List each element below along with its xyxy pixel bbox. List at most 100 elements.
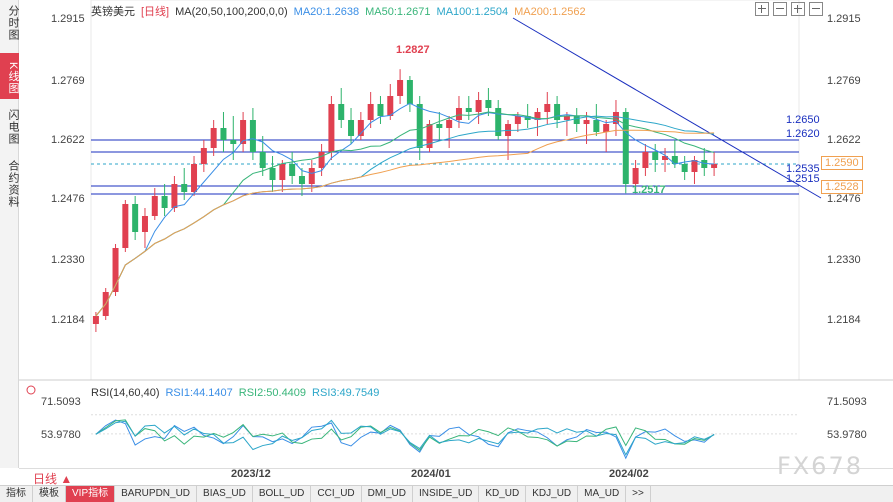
- rsi-legend: RSI(14,60,40) RSI1:44.1407 RSI2:50.4409 RSI…: [91, 387, 385, 399]
- rsi-axis-tick: 71.5093: [41, 396, 81, 408]
- candle-body: [318, 152, 325, 168]
- candle-body: [612, 112, 619, 124]
- candle-body: [298, 176, 305, 184]
- price-chart[interactable]: [19, 0, 893, 468]
- candle-body: [495, 108, 502, 136]
- resistance-1620-label: 1.2620: [786, 128, 820, 140]
- candle-body: [181, 184, 188, 192]
- tab-boll[interactable]: BOLL_UD: [253, 486, 312, 502]
- candle-body: [593, 120, 600, 132]
- tab-indicators[interactable]: 指标: [0, 486, 33, 502]
- candle-body: [122, 204, 129, 248]
- candle-body: [308, 168, 315, 184]
- period-tag[interactable]: [日线]: [141, 6, 170, 18]
- candle-body: [387, 96, 394, 116]
- ma100-value: MA100:1.2504: [436, 6, 509, 18]
- left-axis-tick: 1.2769: [51, 75, 85, 87]
- tab-ma[interactable]: MA_UD: [578, 486, 627, 502]
- tab-kd[interactable]: KD_UD: [479, 486, 527, 502]
- candle-body: [485, 100, 492, 108]
- candle-body: [544, 104, 551, 112]
- zoom-out-icon[interactable]: [773, 2, 787, 16]
- candle-body: [338, 104, 345, 120]
- candle-body: [563, 116, 570, 120]
- symbol-name: 英镑美元: [91, 6, 135, 18]
- ma-price-tag: 1.2528: [821, 180, 863, 194]
- candle-body: [554, 104, 561, 120]
- candle-body: [475, 100, 482, 112]
- crosshair-icon: [26, 385, 36, 395]
- candle-body: [691, 160, 698, 172]
- tab-barupdn[interactable]: BARUPDN_UD: [115, 486, 198, 502]
- zoom-in-icon[interactable]: [755, 2, 769, 16]
- ma20-value: MA20:1.2638: [293, 6, 360, 18]
- candle-body: [191, 164, 198, 192]
- tab-templates[interactable]: 模板: [33, 486, 66, 502]
- shrink-icon[interactable]: [809, 2, 823, 16]
- date-tick: 2024/01: [411, 468, 451, 480]
- candle-body: [112, 248, 119, 292]
- candle-body: [524, 116, 531, 120]
- right-axis-tick: 1.2330: [827, 254, 861, 266]
- period-select[interactable]: 日线 ▲: [33, 472, 73, 486]
- chart-area[interactable]: 英镑美元 [日线] MA(20,50,100,200,0,0) MA20:1.2638…: [19, 0, 893, 480]
- tab-dmi[interactable]: DMI_UD: [362, 486, 413, 502]
- ma200-value: MA200:1.2562: [514, 6, 586, 18]
- rsi3-line: [95, 419, 715, 456]
- candle-body: [269, 168, 276, 180]
- ma50-line: [95, 111, 715, 317]
- ma100-line: [95, 115, 715, 317]
- side-tab-strip: 分时图 K线图 闪电图 合约资料: [0, 0, 19, 468]
- candle-body: [377, 104, 384, 116]
- more-tabs-button[interactable]: >>: [626, 486, 651, 502]
- candle-body: [583, 120, 590, 124]
- ma200-line: [95, 129, 715, 317]
- side-tab-kline[interactable]: K线图: [0, 53, 19, 99]
- candle-body: [406, 80, 413, 104]
- candle-body: [151, 196, 158, 216]
- rsi1-line: [95, 419, 715, 460]
- candle-body: [357, 120, 364, 136]
- tab-cci[interactable]: CCI_UD: [311, 486, 362, 502]
- rsi2-value: RSI2:50.4409: [238, 387, 307, 399]
- candle-body: [534, 112, 541, 120]
- tab-bias[interactable]: BIAS_UD: [197, 486, 253, 502]
- candle-body: [279, 164, 286, 180]
- rsi-params: RSI(14,60,40): [91, 387, 160, 399]
- side-tab-contract[interactable]: 合约资料: [7, 160, 19, 208]
- right-axis-tick: 1.2769: [827, 75, 861, 87]
- candle-body: [514, 116, 521, 124]
- candle-body: [603, 124, 610, 132]
- side-tab-timeshare[interactable]: 分时图: [7, 5, 19, 41]
- left-axis-tick: 1.2476: [51, 193, 85, 205]
- candle-body: [92, 316, 99, 324]
- date-tick: 2023/12: [231, 468, 271, 480]
- tab-vip-indicators[interactable]: VIP指标: [66, 486, 116, 502]
- left-axis-tick: 1.2915: [51, 13, 85, 25]
- candle-body: [671, 156, 678, 164]
- candle-body: [348, 120, 355, 136]
- support-2515-label: 1.2515: [786, 173, 820, 185]
- indicator-tab-bar: 指标 模板 VIP指标 BARUPDN_UD BIAS_UD BOLL_UD C…: [0, 485, 893, 502]
- tab-inside[interactable]: INSIDE_UD: [413, 486, 480, 502]
- candle-body: [200, 148, 207, 164]
- candle-body: [662, 156, 669, 160]
- side-tab-flash[interactable]: 闪电图: [7, 109, 19, 145]
- candle-body: [416, 104, 423, 148]
- right-axis-tick: 1.2476: [827, 193, 861, 205]
- tab-kdj[interactable]: KDJ_UD: [526, 486, 579, 502]
- candle-body: [711, 164, 718, 168]
- ma50-value: MA50:1.2671: [365, 6, 431, 18]
- candle-body: [652, 152, 659, 160]
- candle-body: [141, 216, 148, 232]
- right-axis-tick: 1.2622: [827, 134, 861, 146]
- watermark: FX678: [776, 452, 863, 480]
- rsi1-value: RSI1:44.1407: [165, 387, 233, 399]
- rsi-axis-tick: 53.9780: [827, 429, 867, 441]
- resistance-1650-label: 1.2650: [786, 114, 820, 126]
- rsi3-value: RSI3:49.7549: [312, 387, 380, 399]
- expand-icon[interactable]: [791, 2, 805, 16]
- candle-body: [465, 108, 472, 112]
- high-price-label: 1.2827: [396, 44, 430, 56]
- right-axis-tick: 1.2184: [827, 314, 861, 326]
